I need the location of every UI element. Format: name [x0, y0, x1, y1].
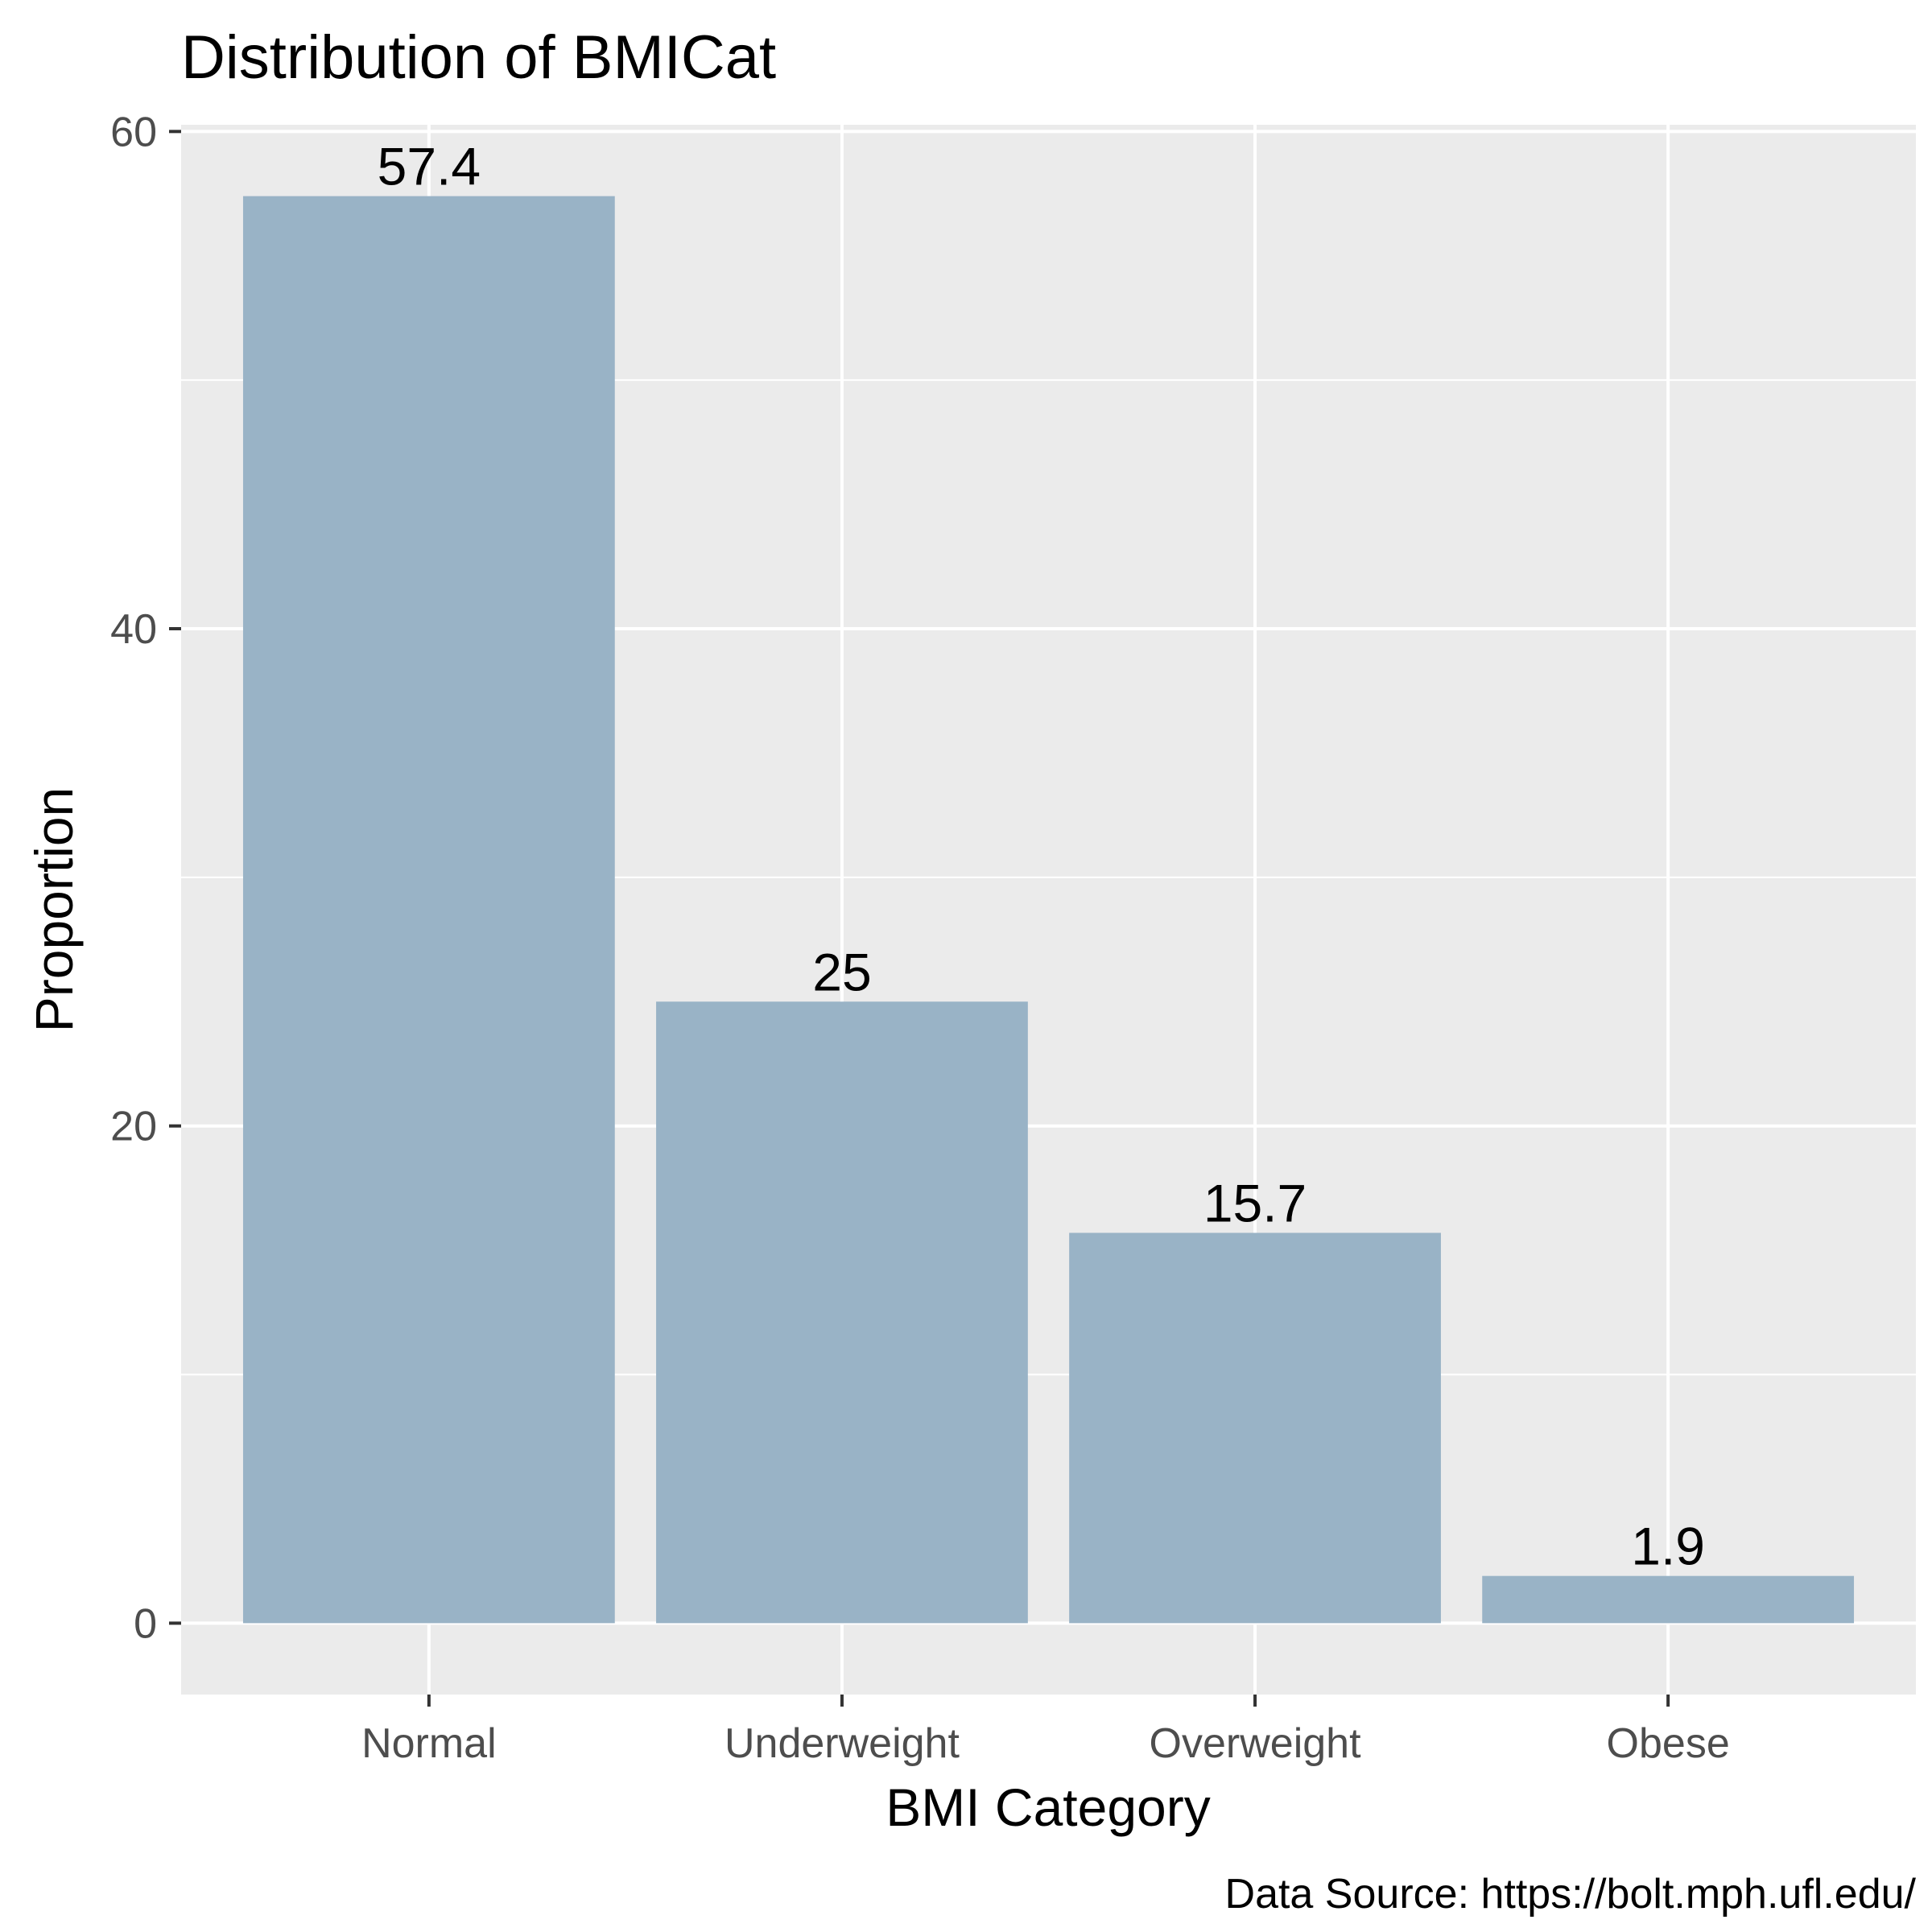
data-label: 25	[812, 942, 871, 1001]
bar-normal	[242, 196, 615, 1624]
data-label: 1.9	[1631, 1517, 1705, 1576]
x-tick-label: Overweight	[1150, 1720, 1362, 1767]
x-axis-ticks: Normal Underweight Overweight Obese	[361, 1695, 1730, 1767]
x-tick-label: Obese	[1607, 1720, 1730, 1767]
x-tick-label: Underweight	[724, 1720, 960, 1767]
y-tick-label: 0	[134, 1600, 157, 1647]
data-labels: 57.4 25 15.7 1.9	[378, 137, 1705, 1576]
y-tick-label: 60	[110, 109, 157, 155]
data-label: 15.7	[1203, 1173, 1307, 1232]
data-source-caption: Data Source: https://bolt.mph.ufl.edu/	[1225, 1871, 1917, 1918]
y-axis-title: Proportion	[24, 787, 84, 1033]
data-label: 57.4	[378, 137, 481, 196]
bar-obese	[1482, 1575, 1855, 1624]
x-axis-title: BMI Category	[886, 1777, 1210, 1837]
bars	[242, 196, 1855, 1624]
x-tick-label: Normal	[361, 1720, 497, 1767]
bar-underweight	[656, 1001, 1028, 1624]
bar-overweight	[1069, 1232, 1441, 1624]
y-tick-label: 40	[110, 606, 157, 653]
y-tick-label: 20	[110, 1104, 157, 1150]
y-axis-ticks: 0 20 40 60	[110, 109, 181, 1647]
chart-title: Distribution of BMICat	[181, 23, 776, 92]
